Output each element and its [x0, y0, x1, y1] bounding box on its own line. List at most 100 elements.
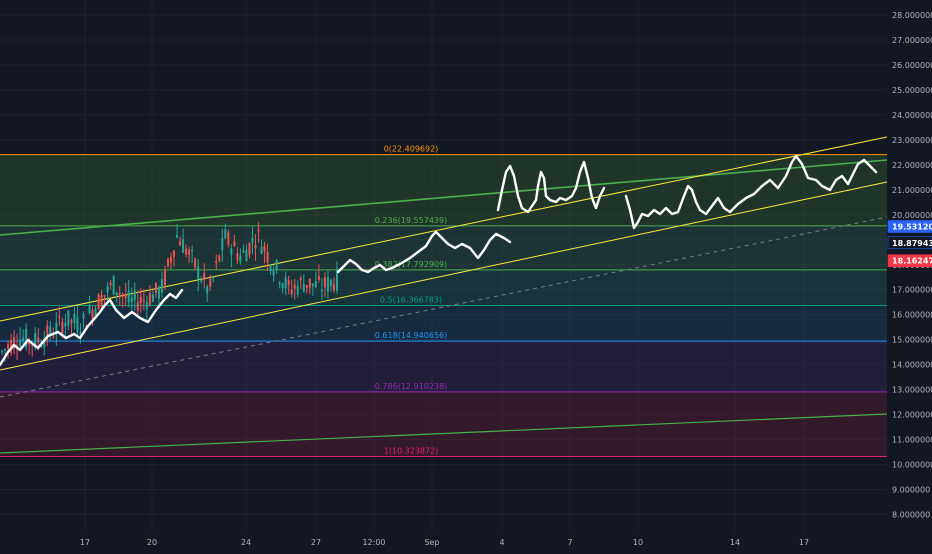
candle[interactable]: [239, 248, 242, 265]
candle[interactable]: [22, 329, 25, 345]
trend-line[interactable]: [0, 413, 888, 454]
candle[interactable]: [314, 271, 317, 289]
price-tag[interactable]: 19.531207: [887, 220, 932, 233]
candle[interactable]: [230, 243, 233, 268]
candle[interactable]: [323, 272, 326, 298]
candle[interactable]: [194, 257, 197, 271]
candle[interactable]: [212, 275, 215, 283]
candle[interactable]: [248, 241, 251, 259]
candle[interactable]: [182, 228, 185, 254]
candle[interactable]: [299, 275, 302, 290]
candle[interactable]: [43, 330, 46, 356]
candle[interactable]: [73, 306, 76, 330]
candle[interactable]: [157, 284, 160, 308]
candle[interactable]: [233, 234, 236, 247]
candle[interactable]: [329, 278, 332, 292]
candle[interactable]: [191, 245, 194, 264]
candle[interactable]: [163, 266, 166, 291]
candle[interactable]: [335, 261, 338, 294]
candle[interactable]: [7, 340, 10, 359]
candle[interactable]: [100, 290, 103, 309]
candle[interactable]: [218, 254, 221, 263]
candle[interactable]: [118, 285, 121, 306]
candle[interactable]: [166, 257, 169, 268]
candle[interactable]: [19, 327, 22, 349]
candle[interactable]: [70, 318, 73, 336]
candle[interactable]: [293, 278, 296, 300]
price-tag[interactable]: 18.162472: [887, 254, 932, 267]
candle[interactable]: [160, 271, 163, 298]
candle[interactable]: [308, 278, 311, 294]
candle[interactable]: [296, 280, 299, 298]
candle[interactable]: [311, 283, 314, 296]
candle[interactable]: [176, 223, 179, 239]
candle[interactable]: [209, 274, 212, 291]
hand-drawn-path[interactable]: [336, 230, 512, 274]
candle[interactable]: [46, 320, 49, 347]
candle[interactable]: [115, 292, 118, 303]
candle[interactable]: [185, 244, 188, 258]
candle[interactable]: [275, 259, 278, 274]
candle[interactable]: [224, 223, 227, 240]
hand-drawn-path[interactable]: [496, 160, 606, 214]
trend-line[interactable]: [0, 216, 888, 398]
candle[interactable]: [106, 281, 109, 305]
candle[interactable]: [170, 252, 172, 270]
candle[interactable]: [206, 284, 209, 303]
candle[interactable]: [263, 241, 266, 264]
candle[interactable]: [305, 285, 308, 294]
trend-line[interactable]: [0, 136, 888, 322]
candle[interactable]: [139, 287, 142, 313]
candle[interactable]: [179, 236, 182, 246]
candle[interactable]: [272, 264, 275, 283]
candle[interactable]: [197, 258, 200, 292]
candle[interactable]: [49, 321, 52, 342]
candle[interactable]: [215, 254, 218, 270]
candle[interactable]: [200, 276, 203, 284]
candle[interactable]: [121, 292, 124, 308]
candle[interactable]: [173, 249, 176, 267]
candle[interactable]: [124, 283, 127, 307]
candle[interactable]: [290, 279, 293, 298]
candle[interactable]: [142, 288, 145, 311]
candle[interactable]: [55, 311, 58, 346]
candle[interactable]: [58, 306, 61, 326]
candle[interactable]: [281, 282, 284, 294]
candle[interactable]: [251, 225, 254, 254]
candle[interactable]: [76, 305, 79, 336]
candle[interactable]: [260, 239, 263, 255]
candle[interactable]: [269, 264, 272, 275]
trend-line[interactable]: [0, 159, 888, 236]
candle[interactable]: [254, 234, 257, 261]
price-tag[interactable]: 18.879433: [887, 236, 932, 250]
candle[interactable]: [67, 310, 70, 331]
candle[interactable]: [130, 287, 133, 314]
candle[interactable]: [31, 343, 34, 357]
candle[interactable]: [88, 295, 91, 315]
candle[interactable]: [287, 275, 290, 295]
candle[interactable]: [245, 244, 248, 262]
candle[interactable]: [82, 311, 85, 330]
candle[interactable]: [242, 244, 245, 254]
trend-line[interactable]: [0, 181, 888, 371]
candle[interactable]: [284, 271, 287, 295]
candle[interactable]: [326, 270, 329, 299]
candle[interactable]: [257, 222, 260, 243]
candle[interactable]: [151, 290, 154, 303]
candle[interactable]: [188, 246, 191, 263]
hand-drawn-path[interactable]: [624, 154, 878, 230]
candle[interactable]: [227, 229, 230, 248]
candle[interactable]: [266, 243, 269, 272]
candle[interactable]: [64, 313, 67, 336]
candle[interactable]: [13, 329, 16, 355]
candle[interactable]: [25, 323, 28, 351]
candle[interactable]: [145, 296, 148, 322]
candle[interactable]: [154, 282, 157, 298]
candle[interactable]: [127, 279, 130, 308]
candle[interactable]: [112, 275, 115, 296]
candle[interactable]: [1, 349, 3, 356]
candle[interactable]: [136, 290, 139, 318]
hand-drawn-path[interactable]: [0, 288, 184, 367]
